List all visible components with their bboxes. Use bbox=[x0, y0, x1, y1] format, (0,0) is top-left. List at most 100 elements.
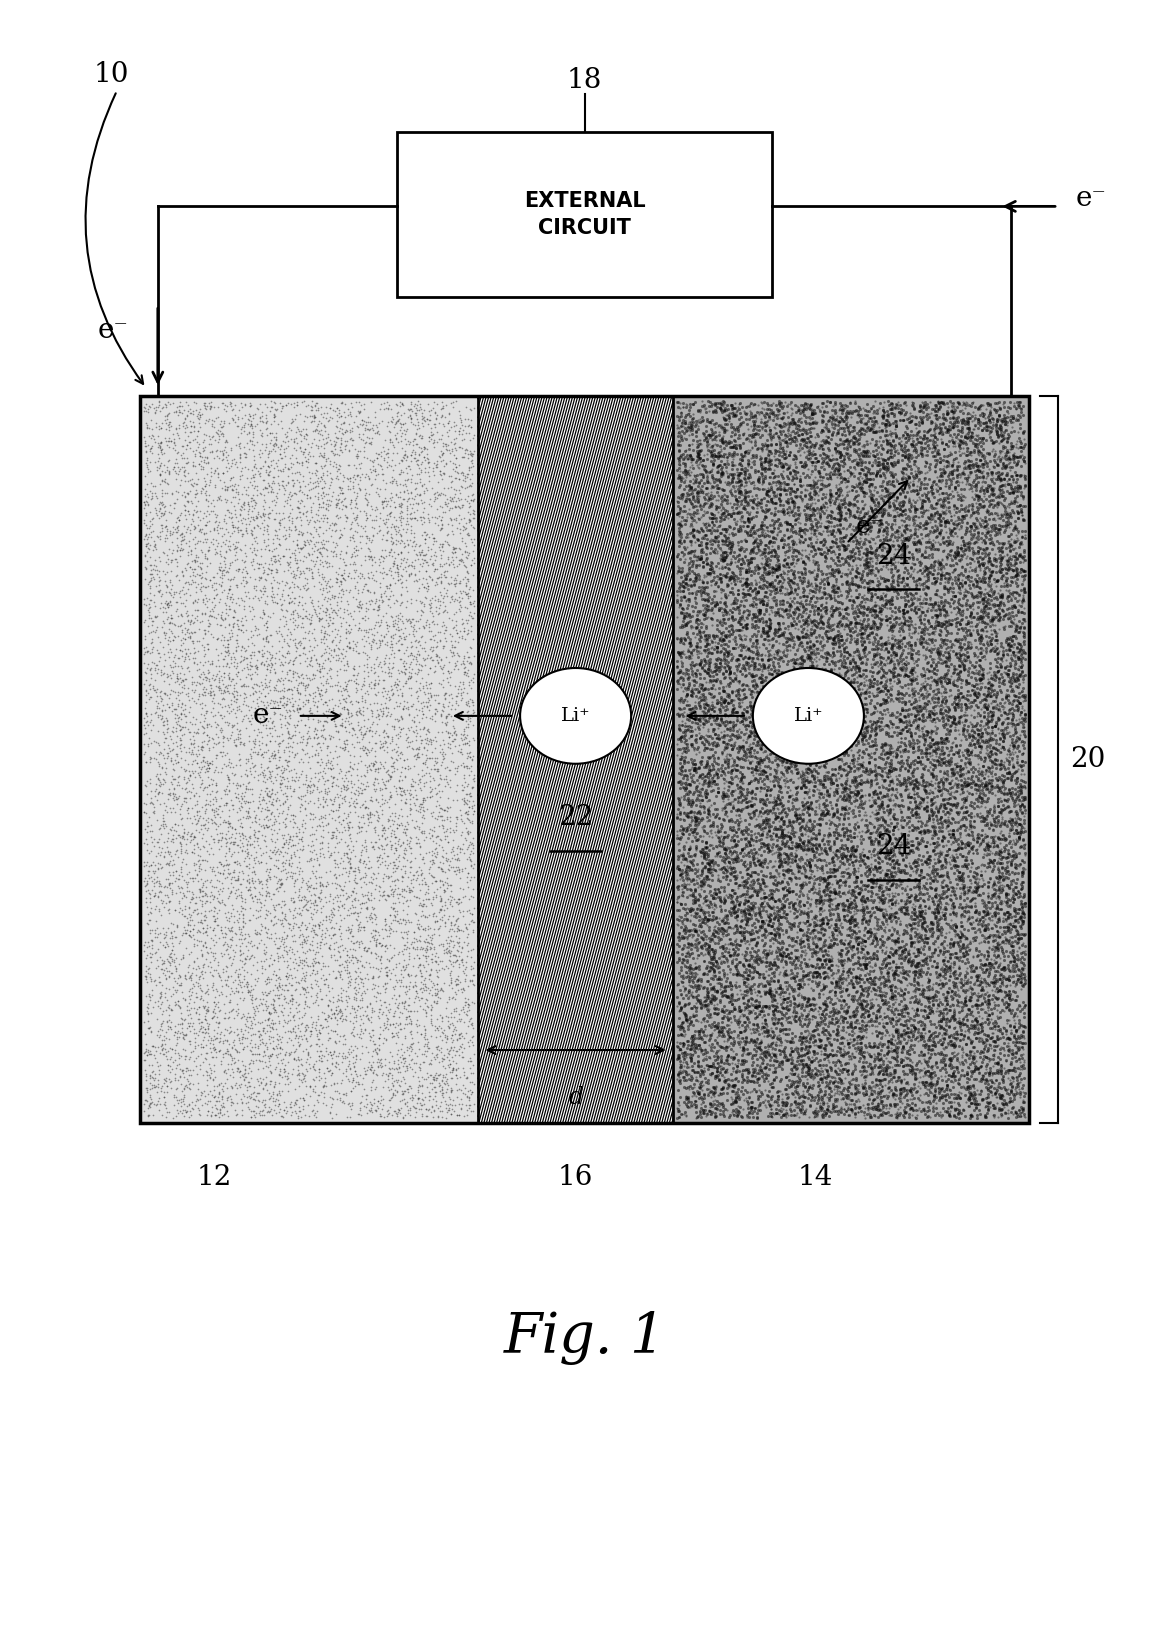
Point bbox=[283, 928, 302, 954]
Point bbox=[314, 840, 333, 867]
Point bbox=[803, 1062, 822, 1088]
Point bbox=[950, 659, 969, 685]
Point bbox=[403, 1063, 422, 1090]
Point bbox=[402, 693, 421, 720]
Point bbox=[830, 1035, 849, 1062]
Point bbox=[991, 768, 1010, 794]
Point bbox=[677, 1103, 696, 1129]
Point bbox=[697, 621, 715, 647]
Point bbox=[309, 784, 327, 811]
Point bbox=[188, 669, 207, 695]
Point bbox=[929, 419, 948, 446]
Point bbox=[936, 698, 955, 725]
Point bbox=[794, 806, 812, 832]
Point bbox=[796, 624, 815, 650]
Point bbox=[844, 783, 863, 809]
Point bbox=[429, 802, 448, 829]
Point bbox=[783, 462, 802, 489]
Point bbox=[765, 502, 783, 528]
Point bbox=[380, 1060, 399, 1086]
Point bbox=[980, 1067, 998, 1093]
Point bbox=[407, 646, 426, 672]
Point bbox=[290, 948, 309, 974]
Point bbox=[678, 504, 697, 530]
Point bbox=[447, 888, 465, 915]
Point bbox=[404, 997, 423, 1024]
Point bbox=[770, 896, 789, 923]
Point bbox=[373, 525, 392, 551]
Point bbox=[434, 499, 452, 525]
Point bbox=[879, 485, 898, 512]
Point bbox=[324, 791, 343, 817]
Point bbox=[821, 1053, 839, 1080]
Point bbox=[851, 517, 870, 543]
Point bbox=[866, 388, 885, 414]
Point bbox=[803, 649, 822, 675]
Point bbox=[690, 1032, 708, 1058]
Point bbox=[985, 949, 1004, 976]
Point bbox=[696, 522, 714, 548]
Point bbox=[144, 849, 162, 875]
Point bbox=[964, 680, 983, 707]
Point bbox=[864, 1103, 883, 1129]
Point bbox=[199, 660, 217, 687]
Point bbox=[789, 1052, 808, 1078]
Point bbox=[941, 520, 960, 546]
Point bbox=[872, 502, 891, 528]
Point bbox=[669, 725, 687, 751]
Point bbox=[996, 905, 1015, 931]
Point bbox=[793, 799, 811, 826]
Point bbox=[772, 999, 790, 1025]
Point bbox=[414, 504, 433, 530]
Point bbox=[996, 560, 1015, 586]
Point bbox=[850, 1025, 869, 1052]
Point bbox=[290, 953, 309, 979]
Point bbox=[756, 1062, 775, 1088]
Point bbox=[263, 986, 282, 1012]
Point bbox=[839, 500, 858, 527]
Point bbox=[858, 408, 877, 434]
Point bbox=[166, 896, 185, 923]
Point bbox=[365, 984, 383, 1010]
Point bbox=[673, 999, 692, 1025]
Point bbox=[694, 1096, 713, 1123]
Point bbox=[271, 1057, 290, 1083]
Point bbox=[921, 1062, 940, 1088]
Point bbox=[864, 419, 883, 446]
Point bbox=[789, 601, 808, 627]
Point bbox=[786, 895, 804, 921]
Point bbox=[269, 1070, 288, 1096]
Point bbox=[907, 687, 926, 713]
Point bbox=[707, 844, 726, 870]
Point bbox=[985, 809, 1004, 835]
Point bbox=[942, 768, 961, 794]
Point bbox=[835, 859, 853, 885]
Point bbox=[306, 986, 325, 1012]
Point bbox=[768, 943, 787, 969]
Point bbox=[781, 621, 800, 647]
Point bbox=[864, 659, 883, 685]
Point bbox=[808, 695, 826, 721]
Point bbox=[711, 626, 729, 652]
Point bbox=[811, 558, 830, 584]
Point bbox=[233, 393, 251, 419]
Point bbox=[1001, 1088, 1019, 1114]
Point bbox=[750, 664, 769, 690]
Point bbox=[848, 558, 866, 584]
Point bbox=[800, 1045, 818, 1071]
Point bbox=[934, 487, 953, 513]
Point bbox=[907, 532, 926, 558]
Point bbox=[407, 695, 426, 721]
Point bbox=[992, 545, 1011, 571]
Point bbox=[811, 535, 830, 561]
Point bbox=[793, 1002, 811, 1029]
Point bbox=[682, 882, 700, 908]
Point bbox=[798, 794, 817, 821]
Point bbox=[876, 414, 894, 441]
Point bbox=[247, 844, 265, 870]
Point bbox=[258, 855, 277, 882]
Point bbox=[897, 888, 915, 915]
Point bbox=[721, 987, 740, 1014]
Point bbox=[395, 442, 414, 469]
Point bbox=[706, 650, 725, 677]
